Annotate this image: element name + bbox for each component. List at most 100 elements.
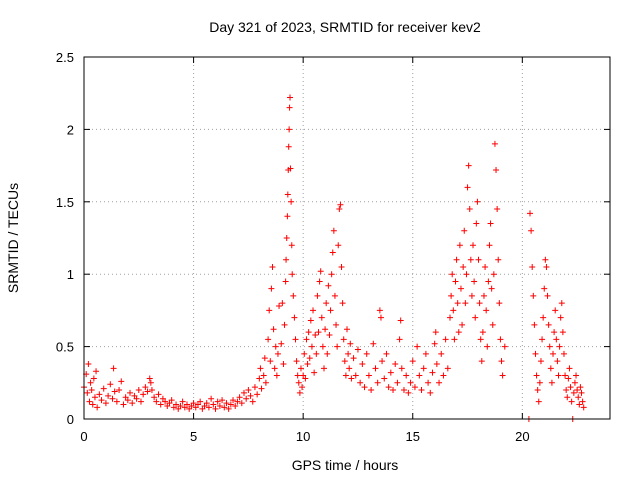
data-point: [288, 242, 295, 249]
data-point: [296, 389, 303, 396]
data-point: [480, 292, 487, 299]
data-point: [536, 379, 543, 386]
data-point: [535, 398, 542, 405]
data-point: [317, 268, 324, 275]
data-point: [326, 332, 333, 339]
data-point: [494, 206, 501, 213]
data-point: [433, 360, 440, 367]
data-point: [285, 143, 292, 150]
y-tick-label: 0.5: [56, 340, 74, 355]
data-point: [398, 365, 405, 372]
data-point: [291, 314, 298, 321]
data-point: [574, 387, 581, 394]
data-point: [109, 395, 116, 402]
data-point: [221, 404, 228, 411]
data-point: [339, 300, 346, 307]
data-point: [308, 343, 315, 350]
data-point: [488, 285, 495, 292]
y-axis-title: SRMTID / TECUs: [5, 183, 21, 293]
data-point: [116, 387, 123, 394]
data-point: [129, 400, 136, 407]
data-point: [190, 400, 197, 407]
data-point: [179, 398, 186, 405]
data-point: [470, 242, 477, 249]
data-point: [485, 278, 492, 285]
data-point: [425, 379, 432, 386]
data-point: [333, 321, 340, 328]
data-point: [157, 401, 164, 408]
data-point: [232, 402, 239, 409]
data-point: [340, 336, 347, 343]
data-point: [460, 263, 467, 270]
data-point: [476, 300, 483, 307]
data-point: [418, 387, 425, 394]
data-point: [260, 372, 267, 379]
data-point: [305, 329, 312, 336]
data-point: [295, 379, 302, 386]
y-tick-label: 0: [67, 412, 74, 427]
x-tick-label: 5: [190, 429, 197, 444]
data-point: [290, 292, 297, 299]
data-point: [529, 263, 536, 270]
data-point: [301, 350, 308, 357]
data-point: [578, 389, 585, 396]
data-point: [359, 360, 366, 367]
data-point: [491, 140, 498, 147]
data-point: [456, 242, 463, 249]
data-point: [279, 300, 286, 307]
data-point: [197, 398, 204, 405]
data-point: [478, 358, 485, 365]
data-point: [543, 263, 550, 270]
data-point: [331, 292, 338, 299]
data-point: [210, 401, 217, 408]
x-tick-label: 20: [515, 429, 529, 444]
data-point: [287, 94, 294, 101]
data-point: [336, 206, 343, 213]
chart-title: Day 321 of 2023, SRMTID for receiver kev…: [209, 19, 481, 35]
y-tick-label: 1.5: [56, 195, 74, 210]
data-point: [338, 263, 345, 270]
data-point: [85, 360, 92, 367]
x-tick-label: 15: [406, 429, 420, 444]
data-point: [303, 336, 310, 343]
data-point: [292, 336, 299, 343]
data-point: [580, 404, 587, 411]
data-points: [81, 94, 587, 422]
data-point: [473, 220, 480, 227]
data-point: [327, 307, 334, 314]
data-point: [284, 191, 291, 198]
data-point: [284, 213, 291, 220]
data-point: [372, 365, 379, 372]
data-point: [567, 384, 574, 391]
data-point: [318, 314, 325, 321]
data-point: [409, 358, 416, 365]
data-point: [91, 394, 98, 401]
data-point: [531, 321, 538, 328]
data-point: [135, 387, 142, 394]
data-point: [240, 389, 247, 396]
data-point: [87, 379, 94, 386]
data-point: [310, 307, 317, 314]
data-point: [254, 391, 261, 398]
data-point: [495, 256, 502, 263]
data-point: [86, 398, 93, 405]
data-point: [472, 314, 479, 321]
data-point: [276, 303, 283, 310]
data-point: [140, 391, 147, 398]
data-point: [451, 336, 458, 343]
data-point: [281, 321, 288, 328]
data-point: [420, 365, 427, 372]
data-point: [329, 249, 336, 256]
data-point: [341, 358, 348, 365]
data-point: [289, 271, 296, 278]
data-point: [381, 375, 388, 382]
data-point: [283, 235, 290, 241]
data-point: [528, 227, 535, 234]
data-point: [436, 379, 443, 386]
data-point: [127, 389, 134, 396]
data-point: [320, 365, 327, 372]
data-point: [383, 350, 390, 357]
data-point: [347, 340, 354, 347]
data-point: [299, 384, 306, 391]
data-point: [153, 398, 160, 405]
